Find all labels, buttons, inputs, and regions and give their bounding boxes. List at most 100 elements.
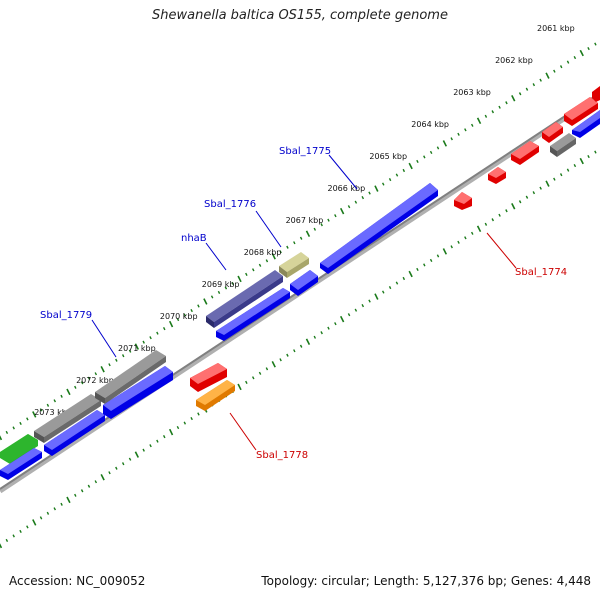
- gene-feature[interactable]: [320, 183, 438, 274]
- tick-mark: [19, 529, 22, 534]
- tick-mark: [381, 290, 385, 294]
- gene-label[interactable]: Sbal_1775: [279, 146, 331, 157]
- gene-feature[interactable]: [34, 394, 101, 443]
- tick-mark: [60, 394, 63, 398]
- tick-mark: [149, 444, 152, 448]
- tick-mark: [518, 200, 522, 204]
- gene-feature[interactable]: [564, 97, 598, 126]
- tick-mark: [128, 349, 132, 353]
- gene-feature[interactable]: [0, 448, 42, 480]
- tick-mark: [429, 150, 433, 155]
- tick-mark: [286, 353, 289, 357]
- tick-mark: [368, 299, 371, 303]
- tick-mark: [339, 207, 345, 215]
- tick-mark: [39, 516, 43, 520]
- tick-mark: [299, 236, 303, 240]
- gene-label[interactable]: nhaB: [181, 233, 207, 244]
- tick-mark: [60, 502, 63, 506]
- tick-label: 2070 kbp: [160, 312, 198, 321]
- tick-mark: [156, 331, 159, 335]
- gene-features: [0, 86, 600, 480]
- gene-feature[interactable]: [44, 410, 105, 456]
- tick-mark: [197, 412, 200, 416]
- gene-feature[interactable]: [206, 270, 283, 328]
- tick-mark: [505, 209, 508, 213]
- tick-mark: [402, 276, 406, 281]
- tick-mark: [80, 489, 84, 493]
- tick-mark: [100, 366, 105, 373]
- tick-mark: [539, 78, 542, 82]
- tick-mark: [320, 331, 323, 335]
- tick-mark: [12, 426, 15, 430]
- tick-label: 2063 kbp: [453, 88, 491, 97]
- tick-mark: [293, 241, 296, 245]
- tick-mark: [134, 451, 140, 458]
- gene-feature[interactable]: [511, 141, 539, 165]
- tick-mark: [450, 245, 453, 249]
- gene-label[interactable]: Sbal_1776: [204, 199, 256, 210]
- tick-mark: [279, 358, 282, 362]
- tick-mark: [168, 320, 174, 328]
- tick-mark: [279, 250, 282, 254]
- tick-mark: [354, 200, 358, 204]
- gene-feature[interactable]: [592, 86, 600, 102]
- tick-mark: [74, 493, 77, 497]
- tick-mark: [525, 195, 529, 199]
- tick-mark: [156, 439, 159, 443]
- tick-mark: [251, 268, 255, 272]
- tick-mark: [545, 180, 550, 187]
- tick-mark: [464, 128, 467, 132]
- tick-mark: [408, 270, 413, 278]
- gene-feature[interactable]: [279, 252, 309, 278]
- tick-mark: [545, 72, 550, 79]
- gene-feature[interactable]: [190, 363, 227, 392]
- tick-mark: [388, 177, 392, 182]
- tick-label: 2072 kbp: [76, 376, 114, 385]
- tick-mark: [374, 185, 379, 192]
- tick-mark: [32, 411, 37, 418]
- tick-mark: [12, 534, 15, 538]
- tick-mark: [381, 182, 385, 186]
- gene-feature[interactable]: [0, 434, 38, 464]
- gene-feature[interactable]: [103, 366, 173, 419]
- tick-label: 2064 kbp: [411, 120, 449, 129]
- tick-mark: [245, 380, 248, 385]
- tick-mark: [484, 114, 488, 118]
- tick-label: 2068 kbp: [244, 248, 282, 257]
- gene-feature[interactable]: [95, 350, 166, 404]
- tick-mark: [368, 191, 371, 195]
- tick-mark: [190, 416, 193, 421]
- tick-mark: [210, 295, 214, 299]
- tick-mark: [573, 55, 577, 60]
- tick-label: 2066 kbp: [328, 184, 366, 193]
- tick-mark: [539, 186, 542, 190]
- gene-feature[interactable]: [216, 288, 290, 341]
- gene-label[interactable]: Sbal_1774: [515, 267, 567, 278]
- tick-mark: [313, 227, 317, 231]
- tick-mark: [197, 304, 200, 308]
- tick-mark: [162, 326, 166, 331]
- gene-label[interactable]: Sbal_1779: [40, 310, 92, 321]
- accession-text: Accession: NC_009052: [9, 574, 146, 588]
- tick-label: 2061 kbp: [537, 24, 575, 33]
- gene-feature[interactable]: [196, 380, 235, 411]
- tick-mark: [327, 218, 330, 222]
- tick-mark: [361, 195, 365, 200]
- tick-mark: [559, 65, 563, 69]
- gene-feature[interactable]: [454, 192, 472, 210]
- gene-feature[interactable]: [290, 270, 318, 296]
- gene-feature[interactable]: [488, 167, 506, 184]
- tick-mark: [416, 267, 419, 272]
- tick-mark: [258, 371, 262, 375]
- gene-label[interactable]: Sbal_1778: [256, 450, 308, 461]
- tick-mark: [53, 507, 57, 511]
- gene-feature[interactable]: [542, 122, 563, 143]
- gene-feature[interactable]: [572, 110, 600, 138]
- tick-mark: [470, 123, 474, 127]
- tick-mark: [476, 117, 482, 125]
- tick-mark: [271, 253, 276, 260]
- gene-feature[interactable]: [550, 133, 576, 157]
- tick-label: 2065 kbp: [369, 152, 407, 161]
- tick-mark: [183, 313, 187, 317]
- tick-mark: [436, 146, 440, 150]
